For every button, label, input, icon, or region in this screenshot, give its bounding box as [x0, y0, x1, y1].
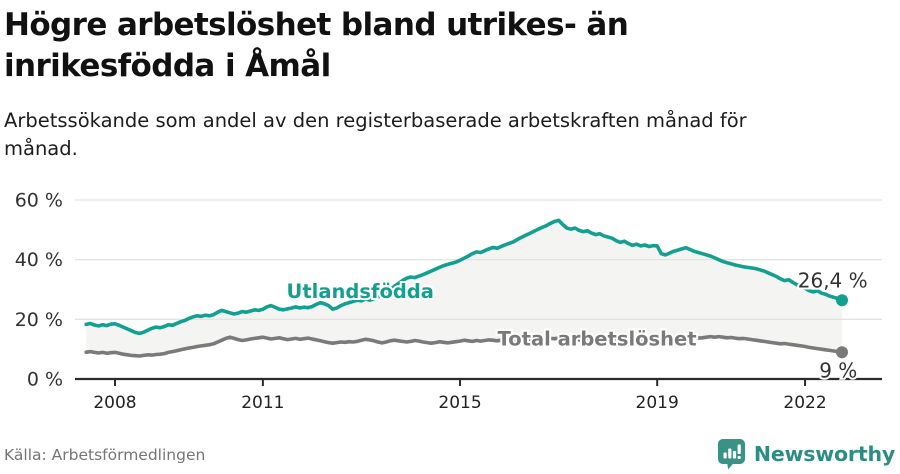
end-value-label: 9 % [819, 359, 857, 383]
end-value-label: 26,4 % [798, 269, 868, 293]
title-line-2: inrikesfödda i Åmål [4, 47, 331, 84]
title-line-1: Högre arbetslöshet bland utrikes- än [4, 7, 629, 43]
page-title: Högre arbetslöshet bland utrikes- än inr… [4, 5, 629, 87]
brand-name: Newsworthy [753, 442, 895, 466]
source-note: Källa: Arbetsförmedlingen [4, 446, 206, 464]
x-axis-label: 2015 [438, 393, 481, 413]
unemployment-line-chart: 0 % 20 % 40 % 60 % 2008 2011 2015 2019 2022 Utlan… [15, 190, 882, 413]
x-axis-label: 2008 [93, 393, 136, 413]
series-label: Total arbetslöshet [498, 327, 697, 350]
newsworthy-chart-bubble-icon [717, 438, 746, 470]
area-between-lines [86, 220, 842, 356]
x-axis-label: 2019 [636, 393, 679, 413]
chart-area: 0 % 20 % 40 % 60 % 2008 2011 2015 2019 2022 Utlan… [0, 182, 900, 430]
end-dot [836, 346, 848, 359]
y-axis-label: 40 % [15, 249, 63, 271]
subtitle-line-2: månad. [4, 136, 78, 160]
x-axis-label: 2022 [783, 393, 826, 413]
y-axis-label: 20 % [15, 309, 63, 331]
line-total [84, 334, 844, 358]
series-label: Utlandsfödda [287, 280, 434, 303]
line-utlandsfodda [84, 218, 844, 336]
newsworthy-brand: Newsworthy [717, 438, 895, 470]
x-axis-label: 2011 [241, 393, 284, 413]
end-dot [836, 294, 848, 307]
y-axis-label: 60 % [15, 190, 63, 212]
y-axis-label: 0 % [27, 369, 63, 391]
subtitle-line-1: Arbetssökande som andel av den registerb… [4, 109, 747, 132]
chart-subtitle: Arbetssökande som andel av den registerb… [4, 107, 747, 162]
